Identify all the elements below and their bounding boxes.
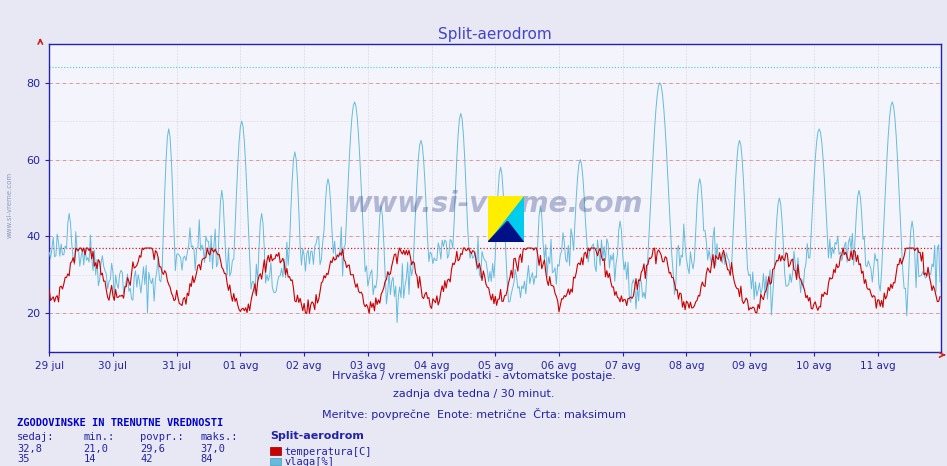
Text: 29,6: 29,6 xyxy=(140,444,165,454)
Polygon shape xyxy=(488,221,524,242)
Polygon shape xyxy=(488,196,524,242)
Text: 21,0: 21,0 xyxy=(83,444,108,454)
Text: Split-aerodrom: Split-aerodrom xyxy=(270,431,364,441)
Text: www.si-vreme.com: www.si-vreme.com xyxy=(347,190,644,218)
Text: zadnja dva tedna / 30 minut.: zadnja dva tedna / 30 minut. xyxy=(393,389,554,399)
Text: 37,0: 37,0 xyxy=(201,444,225,454)
Text: 42: 42 xyxy=(140,454,152,464)
Text: 84: 84 xyxy=(201,454,213,464)
Text: vlaga[%]: vlaga[%] xyxy=(284,457,334,466)
Text: Hrvaška / vremenski podatki - avtomatske postaje.: Hrvaška / vremenski podatki - avtomatske… xyxy=(331,370,616,381)
Text: min.:: min.: xyxy=(83,432,115,442)
Text: ZGODOVINSKE IN TRENUTNE VREDNOSTI: ZGODOVINSKE IN TRENUTNE VREDNOSTI xyxy=(17,418,223,428)
Text: maks.:: maks.: xyxy=(201,432,239,442)
Text: 35: 35 xyxy=(17,454,29,464)
Title: Split-aerodrom: Split-aerodrom xyxy=(438,27,552,42)
Text: www.si-vreme.com: www.si-vreme.com xyxy=(7,172,12,238)
Text: sedaj:: sedaj: xyxy=(17,432,55,442)
Text: temperatura[C]: temperatura[C] xyxy=(284,447,371,457)
Text: 32,8: 32,8 xyxy=(17,444,42,454)
Text: 14: 14 xyxy=(83,454,96,464)
Text: Meritve: povprečne  Enote: metrične  Črta: maksimum: Meritve: povprečne Enote: metrične Črta:… xyxy=(321,408,626,420)
Text: povpr.:: povpr.: xyxy=(140,432,184,442)
Polygon shape xyxy=(488,196,524,242)
